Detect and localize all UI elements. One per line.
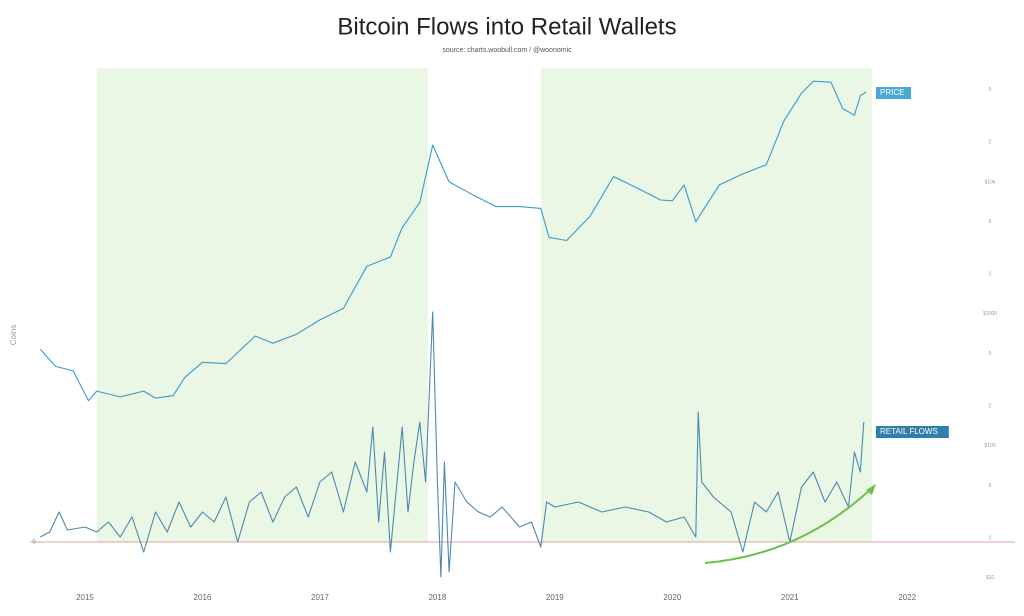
y2-tick-label: 5: [989, 483, 992, 489]
y2-tick-label: $10: [986, 575, 995, 581]
y2-tick-label: 2: [989, 140, 992, 146]
x-tick-label: 2019: [546, 593, 564, 602]
y2-tick-label: 2: [989, 272, 992, 278]
chart-title: Bitcoin Flows into Retail Wallets: [337, 13, 676, 40]
x-tick-label: 2022: [898, 593, 916, 602]
series-line: [39, 80, 867, 402]
y2-tick-label: 5: [989, 351, 992, 357]
x-tick-label: 2021: [781, 593, 799, 602]
y-tick-label: 0: [32, 540, 36, 546]
series-line: [40, 311, 865, 578]
x-tick-label: 2016: [194, 593, 212, 602]
legend-box: [876, 426, 949, 438]
x-tick-label: 2015: [76, 593, 94, 602]
chart-subtitle: source: charts.woobull.com / @woonomic: [442, 47, 572, 54]
series-lines: [39, 80, 867, 578]
y2-tick-label: $100: [984, 443, 995, 449]
shaded-period: [96, 68, 428, 542]
y2-tick-label: 2: [989, 403, 992, 409]
legend-label: RETAIL FLOWS: [880, 427, 938, 436]
legend-box: [876, 87, 911, 99]
trend-arrow: [704, 487, 873, 564]
y2-tick-label: 2: [989, 535, 992, 541]
y-axis-label: Coins: [9, 325, 18, 345]
legend-label: PRICE: [880, 88, 904, 97]
shaded-period: [540, 68, 873, 542]
y2-tick-label: $1000: [983, 311, 997, 317]
shaded-periods: [30, 68, 1015, 543]
x-tick-label: 2020: [663, 593, 681, 602]
x-tick-label: 2018: [428, 593, 446, 602]
y2-tick-label: $10k: [985, 179, 996, 185]
x-tick-label: 2017: [311, 593, 329, 602]
y2-tick-label: 5: [989, 219, 992, 225]
y2-tick-label: 5: [989, 87, 992, 93]
trend-arrow-head: [866, 484, 876, 495]
